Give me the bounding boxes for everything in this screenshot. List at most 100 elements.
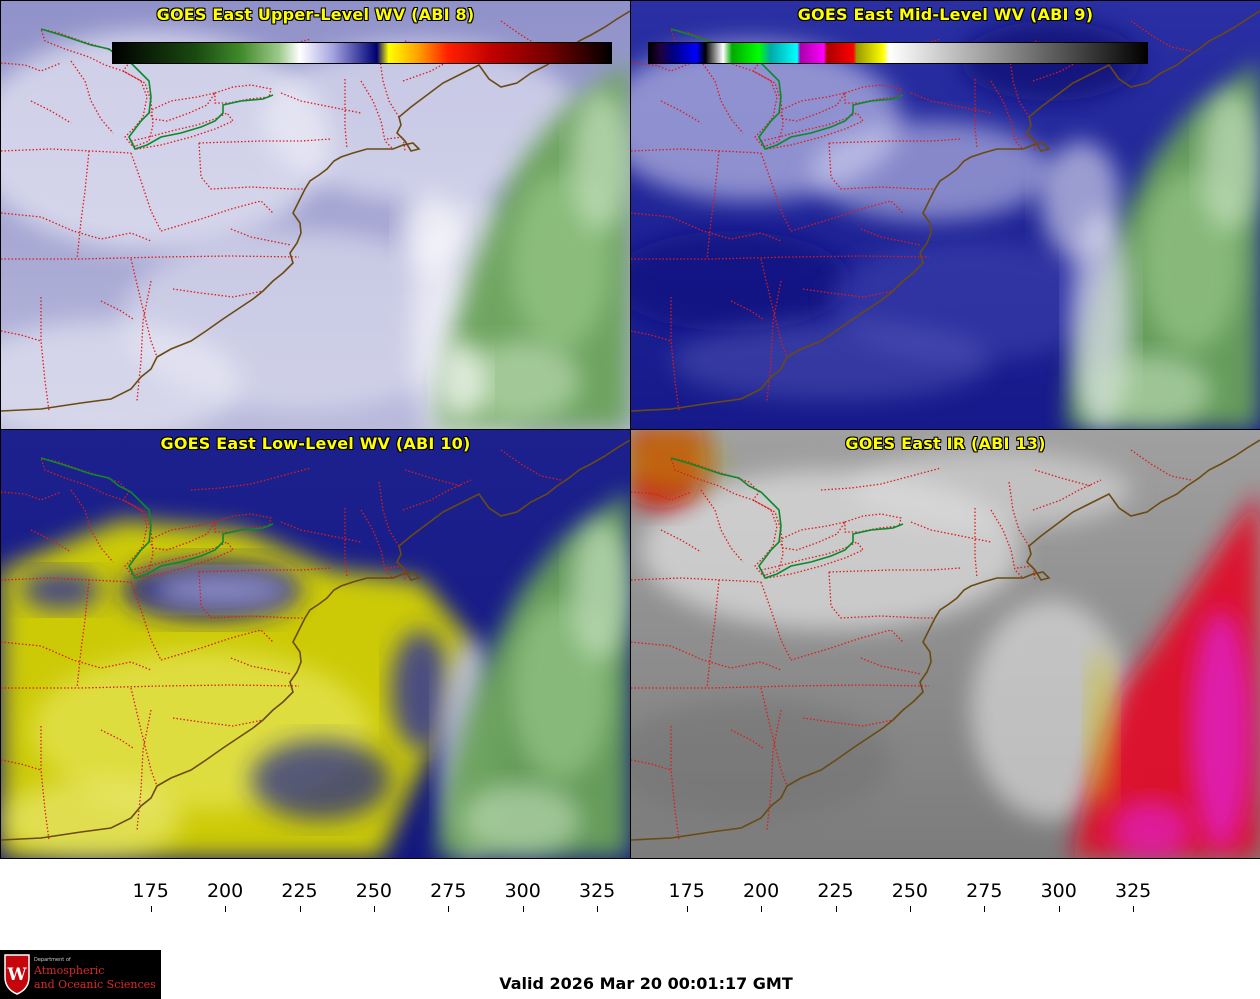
state-border <box>828 142 935 190</box>
state-border <box>760 258 788 358</box>
imagery-layer <box>1111 800 1191 858</box>
state-border <box>631 684 930 689</box>
lake-outline <box>40 28 130 72</box>
state-border <box>910 521 992 543</box>
state-border <box>40 726 50 841</box>
upper-level-wv-map <box>1 1 630 429</box>
lake-outline <box>129 112 235 150</box>
lake-outline <box>40 457 130 501</box>
lake-outline <box>148 521 217 551</box>
logo-department: Department of <box>34 957 71 963</box>
lake-outline <box>844 84 902 104</box>
imagery-layer <box>631 700 891 820</box>
state-border <box>378 52 400 118</box>
ir-tick-label: 325 <box>1114 880 1152 902</box>
state-border <box>136 280 152 402</box>
mid-level-wv-map <box>631 1 1260 429</box>
ir-tick-label: 225 <box>817 880 854 902</box>
state-border <box>1 491 62 501</box>
upper-level-wv-title: GOES East Upper-Level WV (ABI 8) <box>156 5 475 24</box>
state-border <box>1 577 132 583</box>
state-border <box>500 449 562 481</box>
wv-tick-mark <box>299 906 301 912</box>
imagery-layer <box>1 31 331 251</box>
ir-tick-mark <box>761 906 763 912</box>
state-border <box>172 288 264 298</box>
wv-tick-mark <box>448 906 450 912</box>
logo-line-1: Atmospheric <box>34 964 105 977</box>
state-border <box>828 571 935 619</box>
state-border <box>386 565 406 581</box>
international-border <box>670 457 904 579</box>
ir-tick-mark <box>909 906 911 912</box>
state-border <box>230 228 292 246</box>
logo-line-2: and Oceanic Sciences <box>34 978 156 991</box>
state-border <box>802 288 894 298</box>
uw-crest-letter: W <box>6 965 27 985</box>
state-border <box>860 228 922 246</box>
state-border <box>631 491 692 501</box>
state-border <box>1 62 62 72</box>
wv-tick-label: 325 <box>578 880 616 902</box>
state-border <box>631 255 930 260</box>
state-border <box>130 687 158 787</box>
imagery-layer <box>571 91 630 231</box>
imagery-layer <box>461 784 581 856</box>
state-border <box>1 255 300 260</box>
lake-outline <box>759 112 865 150</box>
state-border <box>760 581 792 661</box>
state-border <box>730 729 764 749</box>
imagery-layer <box>437 341 485 421</box>
imagery-layer <box>851 450 1131 530</box>
state-border <box>1032 479 1102 511</box>
state-border <box>1032 50 1102 82</box>
imagery-layer <box>21 570 101 610</box>
imagery-layer <box>631 231 851 331</box>
wv-tick-label: 225 <box>281 880 318 902</box>
low-level-wv-panel: GOES East Low-Level WV (ABI 10) <box>0 429 631 859</box>
ir-tick-mark <box>1058 906 1060 912</box>
ir-title: GOES East IR (ABI 13) <box>845 434 1046 453</box>
wv-tick-mark <box>225 906 227 912</box>
state-border <box>1008 481 1030 547</box>
state-border <box>136 709 152 831</box>
state-border <box>280 92 362 114</box>
state-border <box>386 136 406 152</box>
state-border <box>631 62 692 72</box>
state-border <box>172 717 264 727</box>
state-border <box>130 258 158 358</box>
lake-outline <box>778 92 847 122</box>
lake-outline <box>844 513 902 533</box>
state-border <box>130 152 162 232</box>
state-border <box>402 479 472 511</box>
state-border <box>1 684 300 689</box>
mid-level-wv-panel: GOES East Mid-Level WV (ABI 9) <box>630 0 1260 430</box>
imagery-layer <box>151 572 291 608</box>
state-border <box>660 529 702 553</box>
wv-tick-mark <box>373 906 375 912</box>
lake-outline <box>759 541 865 579</box>
ir-tick-mark <box>835 906 837 912</box>
state-border <box>1016 136 1036 152</box>
lake-outline <box>122 499 154 577</box>
state-border <box>910 92 992 114</box>
state-border <box>1130 20 1192 52</box>
imagery-layer <box>1 780 181 858</box>
state-border <box>30 100 72 124</box>
lake-outline <box>122 70 154 148</box>
state-border <box>100 729 134 749</box>
ir-tick-label: 300 <box>1040 880 1077 902</box>
imagery-layer <box>461 341 581 421</box>
lake-outline <box>752 499 784 577</box>
lake-outline <box>670 457 760 501</box>
wv-tick-label: 175 <box>132 880 169 902</box>
wv-colorbar <box>112 42 612 64</box>
coastline <box>1 10 630 412</box>
wv-tick-label: 275 <box>430 880 467 902</box>
imagery-layer <box>401 191 461 271</box>
ir-tick-label: 175 <box>668 880 705 902</box>
state-border <box>802 717 894 727</box>
state-border <box>766 709 782 831</box>
imagery-layer <box>261 41 581 201</box>
state-border <box>766 280 782 402</box>
